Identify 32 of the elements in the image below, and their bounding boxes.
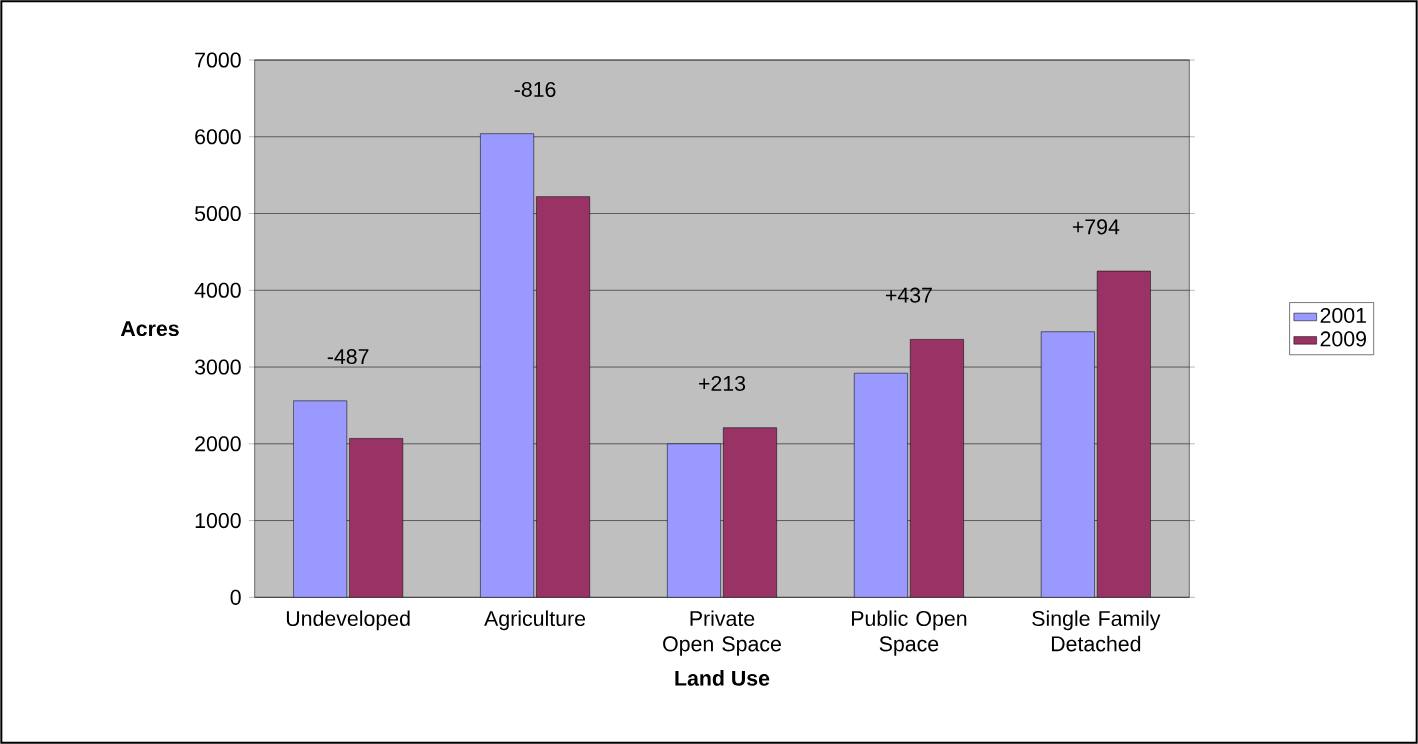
legend-label: 2001 <box>1320 307 1366 324</box>
bar <box>667 443 721 598</box>
bar <box>910 339 964 598</box>
bar <box>1096 270 1151 598</box>
bar <box>480 133 535 598</box>
x-tick-label: Agriculture <box>484 610 586 631</box>
x-axis-title: Land Use <box>675 670 770 686</box>
y-tick-label: 3000 <box>194 359 241 375</box>
annotation: +437 <box>885 287 932 303</box>
y-tick-label: 5000 <box>195 205 241 222</box>
bar <box>349 438 404 598</box>
bar <box>1040 331 1095 598</box>
bar <box>536 196 591 598</box>
annotation: -487 <box>327 349 369 365</box>
y-tick-label: 1000 <box>195 513 241 529</box>
bar <box>723 427 777 598</box>
bar <box>854 372 908 598</box>
annotation: +213 <box>699 375 746 391</box>
x-tick-label: Private Open Space <box>663 610 781 656</box>
bar <box>293 400 348 598</box>
y-tick-label: 0 <box>230 589 241 605</box>
annotation: -816 <box>514 81 556 97</box>
y-tick-label: 7000 <box>195 52 241 68</box>
x-tick-label: Undeveloped <box>286 610 410 631</box>
annotation: +794 <box>1072 219 1120 235</box>
y-tick-label: 4000 <box>194 282 241 298</box>
x-tick-label: Public Open Space <box>851 610 967 656</box>
x-tick-label: Single Family Detached <box>1032 610 1161 652</box>
y-axis-title: Acres <box>120 321 179 337</box>
legend-label: 2009 <box>1320 331 1366 347</box>
y-tick-label: 6000 <box>195 129 241 145</box>
y-tick-label: 2000 <box>195 436 241 452</box>
